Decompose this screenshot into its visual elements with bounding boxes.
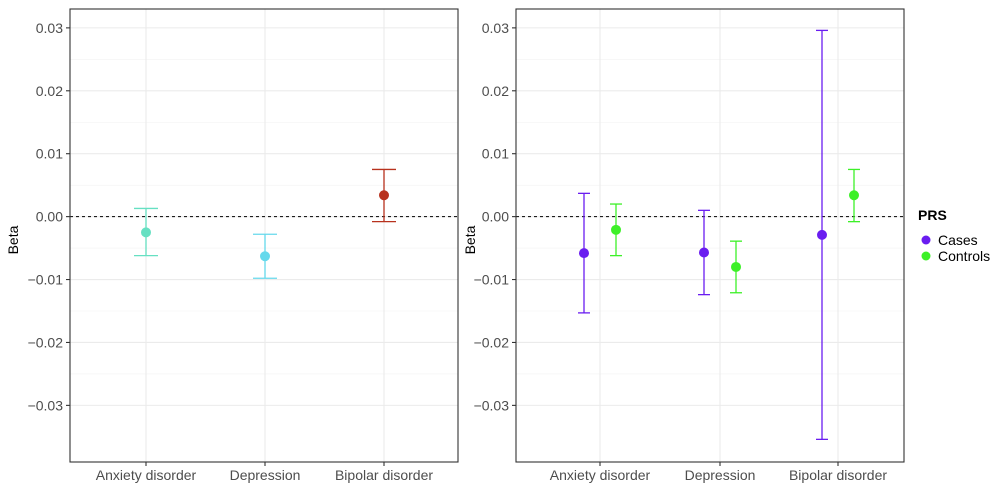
legend-label: Controls [938,248,990,264]
legend-title: PRS [918,207,947,223]
y-tick-label: −0.01 [28,272,64,288]
y-tick-label: 0.00 [36,209,63,225]
plot-background [516,9,904,462]
x-tick-label: Bipolar disorder [789,467,887,483]
data-point [699,247,709,258]
data-point [611,224,621,235]
y-axis-title: Beta [5,225,21,254]
y-tick-label: 0.01 [36,146,63,162]
data-point [817,229,827,240]
y-tick-label: −0.03 [474,397,510,413]
legend-label: Cases [938,232,978,248]
y-tick-label: 0.01 [482,146,509,162]
y-tick-label: 0.02 [482,83,509,99]
chart-panel-1: −0.03 −0.02 −0.01 0.00 0.01 0.02 0.03 Anxiety d… [5,8,459,483]
plot-background [70,9,458,462]
y-tick-label: 0.02 [36,83,63,99]
chart-panel-2: −0.03 −0.02 −0.01 0.00 0.01 0.02 0.03 Anxiety d… [462,8,905,483]
y-axis-title: Beta [462,225,478,254]
y-tick-label: −0.02 [28,334,64,350]
y-tick-label: 0.00 [482,209,509,225]
data-point [579,248,589,259]
data-point [260,251,270,262]
x-tick-label: Depression [685,467,756,483]
x-tick-label: Anxiety disorder [96,467,197,483]
x-tick-label: Depression [230,467,301,483]
y-tick-label: −0.03 [28,397,64,413]
data-point [379,190,389,201]
y-tick-label: 0.03 [36,20,63,36]
plot-border [69,8,459,463]
y-tick-label: −0.01 [474,272,510,288]
data-point [849,190,859,201]
plot-border [515,8,905,463]
data-point [731,261,741,272]
legend-swatch [921,235,931,245]
x-tick-label: Anxiety disorder [550,467,651,483]
y-tick-label: −0.02 [474,334,510,350]
y-tick-label: 0.03 [482,20,509,36]
data-point [141,227,151,238]
legend-swatch [921,251,931,261]
x-tick-label: Bipolar disorder [335,467,433,483]
